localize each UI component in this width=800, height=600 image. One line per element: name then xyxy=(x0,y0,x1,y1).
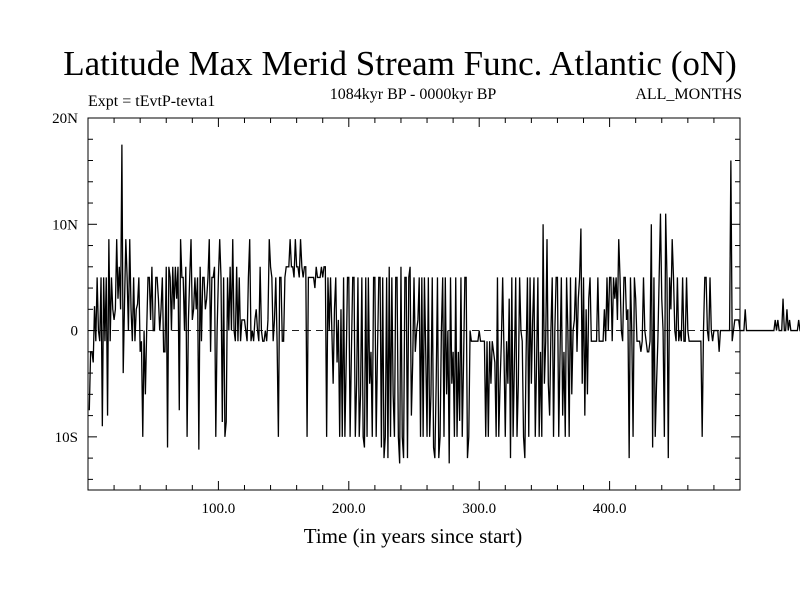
y-tick-label: 10S xyxy=(55,430,78,446)
y-tick-label: 0 xyxy=(71,324,79,340)
tick-labels: 100.0 200.0 300.0 400.0 20N 10N 0 10S xyxy=(52,111,626,517)
x-tick-label: 400.0 xyxy=(593,501,627,517)
series-line xyxy=(88,144,800,464)
x-tick-label: 200.0 xyxy=(332,501,366,517)
plot-frame xyxy=(87,117,741,491)
x-tick-label: 300.0 xyxy=(462,501,496,517)
months-label: ALL_MONTHS xyxy=(635,86,742,103)
experiment-label: Expt = tEvtP-tevta1 xyxy=(88,93,216,110)
y-tick-label: 10N xyxy=(52,217,78,233)
y-tick-label: 20N xyxy=(52,111,78,127)
period-label: 1084kyr BP - 0000kyr BP xyxy=(329,86,497,103)
chart-title: Latitude Max Merid Stream Func. Atlantic… xyxy=(63,44,737,83)
x-axis-label: Time (in years since start) xyxy=(304,524,523,548)
axis-ticks xyxy=(88,118,740,490)
x-tick-label: 100.0 xyxy=(202,501,236,517)
